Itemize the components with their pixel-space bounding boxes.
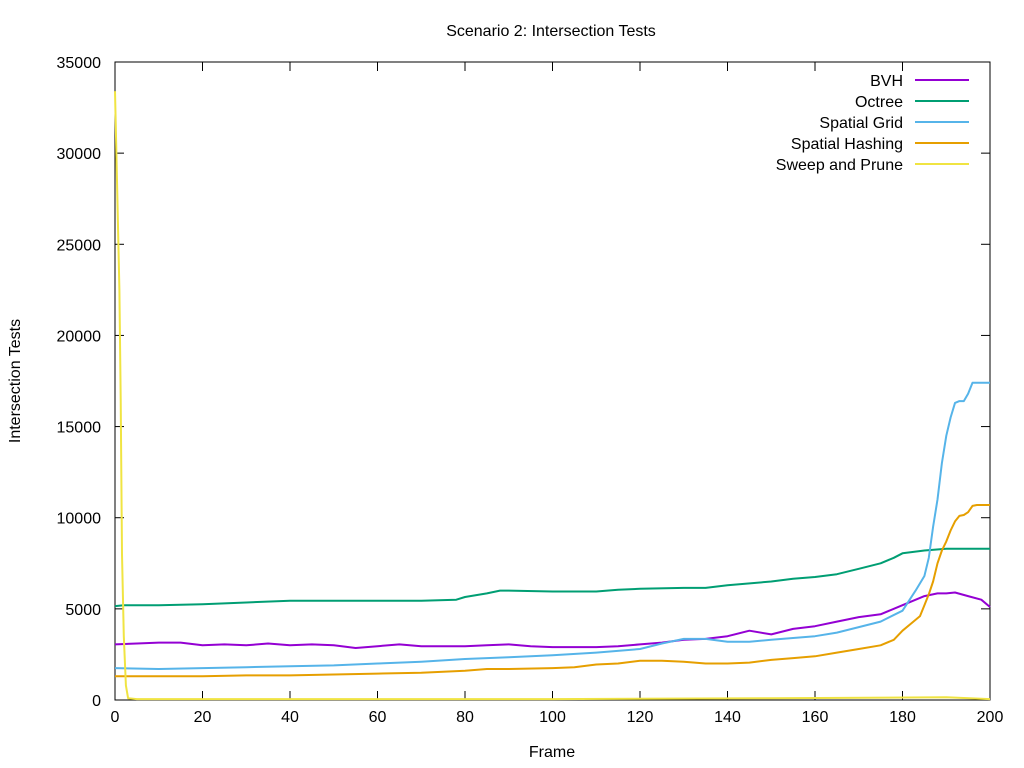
y-tick-label: 35000 (57, 55, 102, 72)
series-line-spatial-hashing (115, 504, 990, 678)
y-tick-label: 15000 (57, 420, 102, 437)
x-tick-label: 160 (802, 709, 829, 726)
x-tick-label: 180 (889, 709, 916, 726)
legend: BVH Octree Spatial Grid Spatial Hashing Swee… (776, 73, 969, 174)
x-axis-title: Frame (529, 744, 575, 761)
y-tick-label: 30000 (57, 146, 102, 163)
x-tick-label: 40 (281, 709, 299, 726)
y-tick-label: 0 (92, 693, 101, 710)
series-line-bvh (114, 591, 991, 649)
y-tick-label: 25000 (57, 237, 102, 254)
legend-label-octree: Octree (855, 94, 903, 111)
chart-title: Scenario 2: Intersection Tests (446, 23, 656, 40)
legend-label-spatial-grid: Spatial Grid (819, 115, 903, 132)
x-tick-label: 60 (369, 709, 387, 726)
y-axis-title: Intersection Tests (7, 319, 24, 443)
legend-label-sweep-and-prune: Sweep and Prune (776, 157, 903, 174)
x-tick-label: 80 (456, 709, 474, 726)
x-tick-label: 0 (111, 709, 120, 726)
series-line-octree (114, 547, 990, 608)
legend-label-spatial-hashing: Spatial Hashing (791, 136, 903, 153)
x-axis: 0 20 40 60 80 100 120 140 160 180 200 (111, 62, 1004, 726)
x-tick-label: 100 (539, 709, 566, 726)
x-tick-label: 140 (714, 709, 741, 726)
x-tick-label: 20 (194, 709, 212, 726)
x-tick-label: 120 (627, 709, 654, 726)
y-tick-label: 10000 (57, 511, 102, 528)
y-tick-label: 5000 (65, 602, 101, 619)
y-tick-label: 20000 (57, 328, 102, 345)
series-line-sweep-and-prune (114, 91, 991, 701)
series-line-spatial-grid (114, 381, 990, 670)
legend-label-bvh: BVH (870, 73, 903, 90)
series-lines (114, 91, 991, 701)
y-axis: 0 5000 10000 15000 20000 25000 30000 35000 (57, 55, 990, 710)
x-tick-label: 200 (977, 709, 1004, 726)
